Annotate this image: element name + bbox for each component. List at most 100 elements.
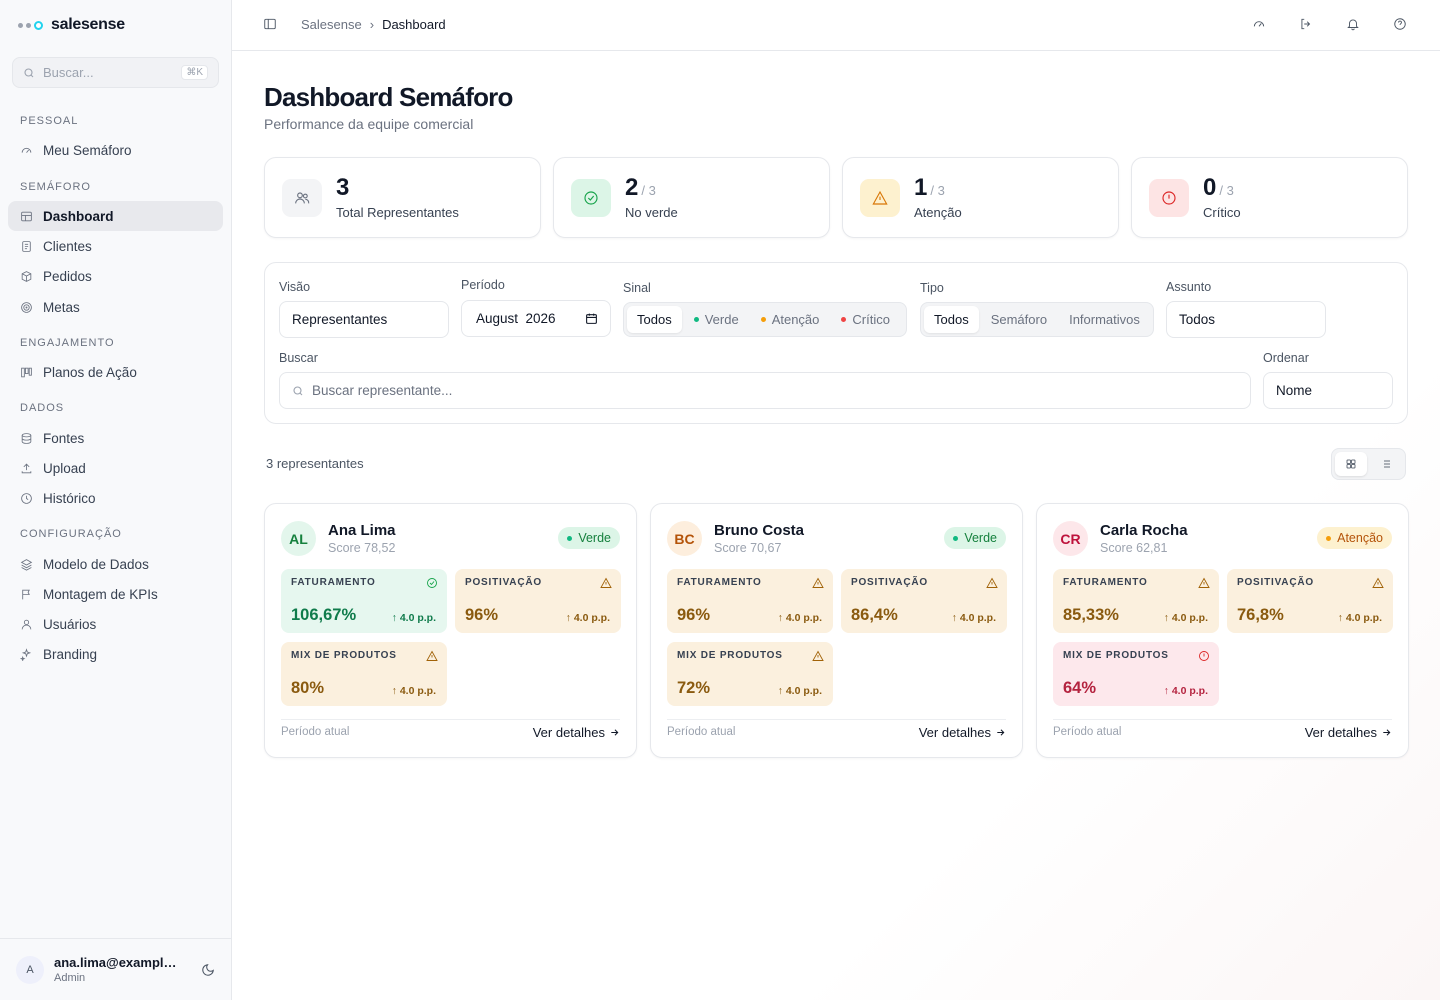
upload-icon bbox=[21, 463, 32, 473]
sinal-option-todos[interactable]: Todos bbox=[627, 306, 682, 333]
warning-icon bbox=[1372, 577, 1384, 588]
app-logo[interactable]: salesense bbox=[18, 16, 125, 34]
status-badge: Atenção bbox=[1317, 527, 1392, 549]
rep-score: Score 62,81 bbox=[1100, 541, 1168, 555]
tipo-option-informativos[interactable]: Informativos bbox=[1059, 306, 1150, 333]
stat-total: / 3 bbox=[930, 183, 945, 198]
rep-score: Score 70,67 bbox=[714, 541, 782, 555]
kpi-value: 64% bbox=[1063, 679, 1097, 697]
kpi-delta: ↑ 4.0 p.p. bbox=[565, 612, 610, 624]
representative-card[interactable]: BC Bruno Costa Score 70,67 Verde FATURAMENTO… bbox=[650, 503, 1023, 758]
sidebar-item-dashboard[interactable]: Dashboard bbox=[8, 201, 223, 231]
sidebar-item-label: Meu Semáforo bbox=[43, 142, 132, 158]
sidebar-section-engajamento: ENGAJAMENTO bbox=[20, 337, 115, 349]
tipo-option-semáforo[interactable]: Semáforo bbox=[981, 306, 1057, 333]
breadcrumb-root[interactable]: Salesense bbox=[301, 17, 362, 32]
logout-icon[interactable] bbox=[1299, 17, 1315, 33]
bell-icon[interactable] bbox=[1346, 17, 1362, 33]
grid-view-button[interactable] bbox=[1335, 452, 1367, 476]
sidebar-item-histórico[interactable]: Histórico bbox=[8, 483, 223, 513]
kpi-value: 85,33% bbox=[1063, 606, 1119, 624]
sidebar-item-montagem-de-kpis[interactable]: Montagem de KPIs bbox=[8, 579, 223, 609]
sidebar-section-dados: DADOS bbox=[20, 402, 65, 414]
grid-icon bbox=[1346, 459, 1356, 469]
arrow-right-icon bbox=[1383, 729, 1391, 736]
kpi-label: FATURAMENTO bbox=[677, 577, 762, 588]
kpi-delta: ↑ 4.0 p.p. bbox=[951, 612, 996, 624]
tipo-label: Tipo bbox=[920, 281, 944, 295]
arrow-right-icon bbox=[997, 729, 1005, 736]
periodo-label: Período bbox=[461, 278, 505, 292]
option-label: Todos bbox=[637, 312, 672, 327]
warning-icon bbox=[986, 577, 998, 588]
kpi-tile: FATURAMENTO 106,67% ↑ 4.0 p.p. bbox=[281, 569, 447, 633]
sidebar-item-label: Pedidos bbox=[43, 268, 92, 284]
gauge-icon[interactable] bbox=[1252, 17, 1268, 33]
assunto-select[interactable]: Todos bbox=[1166, 301, 1326, 338]
tipo-option-todos[interactable]: Todos bbox=[924, 306, 979, 333]
view-details-link[interactable]: Ver detalhes bbox=[1305, 725, 1392, 740]
sidebar-toggle-icon[interactable] bbox=[263, 17, 279, 33]
sinal-option-verde[interactable]: Verde bbox=[684, 306, 749, 333]
calendar-icon[interactable] bbox=[585, 312, 598, 325]
stat-card: 2/ 3 No verde bbox=[553, 157, 830, 238]
sidebar-item-clientes[interactable]: Clientes bbox=[8, 231, 223, 261]
kpi-label: FATURAMENTO bbox=[1063, 577, 1148, 588]
sidebar-item-fontes[interactable]: Fontes bbox=[8, 423, 223, 453]
representative-card[interactable]: CR Carla Rocha Score 62,81 Atenção FATURAMEN… bbox=[1036, 503, 1409, 758]
search-input[interactable]: Buscar... ⌘K bbox=[12, 57, 219, 88]
periodo-input[interactable]: August 2026 bbox=[461, 300, 611, 337]
rep-name: Ana Lima bbox=[328, 522, 396, 539]
sidebar-item-planos-de-ação[interactable]: Planos de Ação bbox=[8, 357, 223, 387]
stat-label: Crítico bbox=[1203, 205, 1241, 220]
sidebar-item-usuários[interactable]: Usuários bbox=[8, 609, 223, 639]
sidebar-item-branding[interactable]: Branding bbox=[8, 639, 223, 669]
ordenar-select[interactable]: Nome bbox=[1263, 372, 1393, 409]
buscar-label: Buscar bbox=[279, 351, 318, 365]
kpi-tile: MIX DE PRODUTOS 72% ↑ 4.0 p.p. bbox=[667, 642, 833, 706]
sparkles-icon bbox=[20, 647, 32, 661]
layout-icon bbox=[21, 211, 32, 221]
period-label: Período atual bbox=[281, 726, 350, 738]
page-subtitle: Performance da equipe comercial bbox=[264, 116, 474, 132]
stat-total: / 3 bbox=[1219, 183, 1234, 198]
kpi-value: 80% bbox=[291, 679, 325, 697]
status-label: Atenção bbox=[1337, 531, 1383, 545]
kpi-label: MIX DE PRODUTOS bbox=[1063, 650, 1169, 661]
sidebar-item-modelo-de-dados[interactable]: Modelo de Dados bbox=[8, 549, 223, 579]
visao-select[interactable]: Representantes bbox=[279, 301, 449, 338]
sidebar-section-semáforo: SEMÁFORO bbox=[20, 181, 91, 193]
stat-icon-box bbox=[860, 179, 900, 217]
database-icon bbox=[21, 432, 32, 444]
representative-card[interactable]: AL Ana Lima Score 78,52 Verde FATURAMENTO 106… bbox=[264, 503, 637, 758]
kpi-tile: MIX DE PRODUTOS 80% ↑ 4.0 p.p. bbox=[281, 642, 447, 706]
sidebar-item-upload[interactable]: Upload bbox=[8, 453, 223, 483]
kpi-delta: ↑ 4.0 p.p. bbox=[1163, 685, 1208, 697]
sinal-option-atenção[interactable]: Atenção bbox=[751, 306, 830, 333]
sidebar-item-pedidos[interactable]: Pedidos bbox=[8, 261, 223, 291]
stat-label: Total Representantes bbox=[336, 205, 459, 220]
option-label: Verde bbox=[704, 312, 739, 327]
sinal-option-crítico[interactable]: Crítico bbox=[831, 306, 900, 333]
sidebar-item-meu-semáforo[interactable]: Meu Semáforo bbox=[8, 135, 223, 165]
buscar-representante-input[interactable]: Buscar representante... bbox=[279, 372, 1251, 409]
view-details-link[interactable]: Ver detalhes bbox=[919, 725, 1006, 740]
clock-icon bbox=[21, 492, 32, 504]
kpi-delta: ↑ 4.0 p.p. bbox=[391, 612, 436, 624]
divider bbox=[1053, 719, 1392, 720]
users-icon bbox=[295, 192, 310, 204]
user-menu[interactable]: A ana.lima@example.com Admin bbox=[0, 938, 231, 1000]
stat-label: Atenção bbox=[914, 205, 962, 220]
assunto-label: Assunto bbox=[1166, 280, 1212, 294]
kpi-tile: POSITIVAÇÃO 96% ↑ 4.0 p.p. bbox=[455, 569, 621, 633]
visao-label: Visão bbox=[279, 280, 311, 294]
view-details-link[interactable]: Ver detalhes bbox=[533, 725, 620, 740]
sidebar-item-metas[interactable]: Metas bbox=[8, 292, 223, 322]
kpi-tile: POSITIVAÇÃO 86,4% ↑ 4.0 p.p. bbox=[841, 569, 1007, 633]
period-label: Período atual bbox=[1053, 726, 1122, 738]
moon-icon[interactable] bbox=[201, 963, 215, 977]
help-icon[interactable] bbox=[1393, 17, 1409, 33]
stat-icon-box bbox=[1149, 179, 1189, 217]
list-view-button[interactable] bbox=[1370, 452, 1402, 476]
search-icon bbox=[24, 67, 34, 77]
